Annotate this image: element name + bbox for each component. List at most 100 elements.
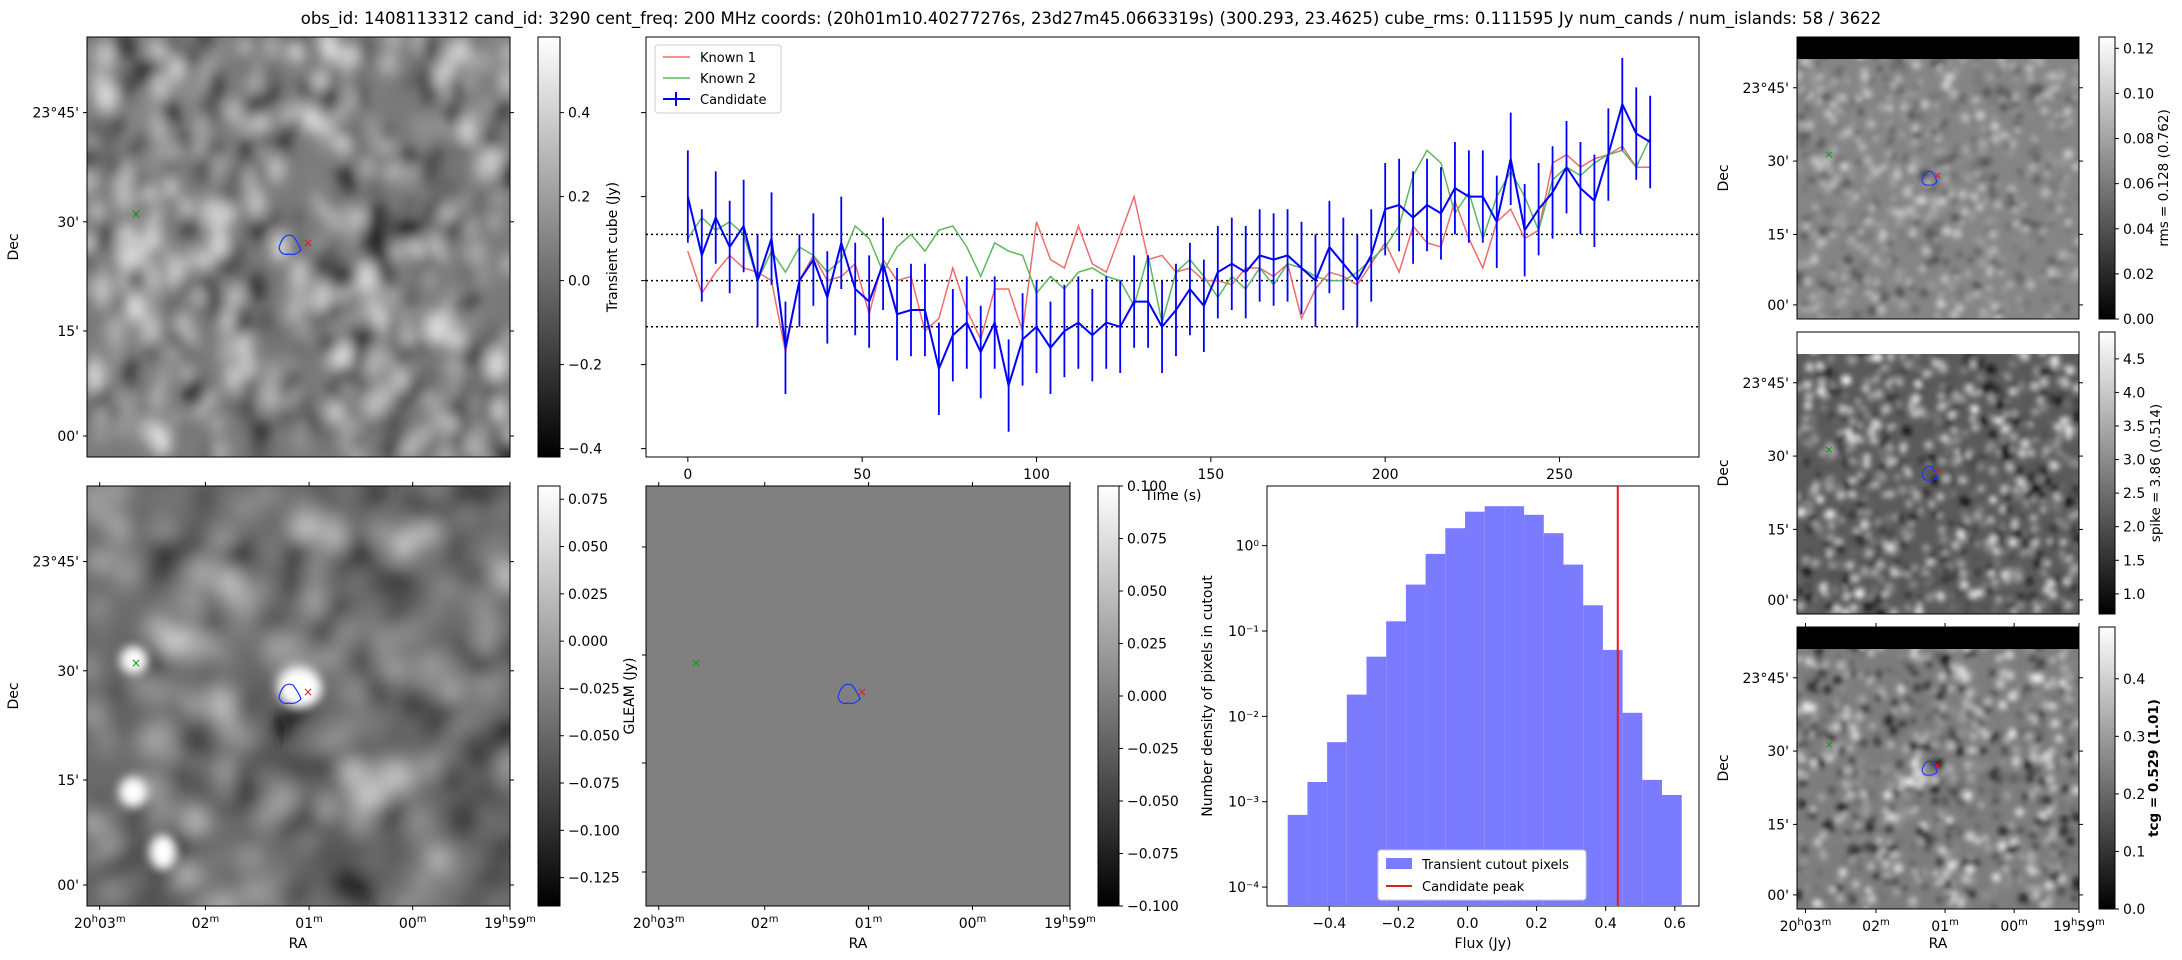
noise-blob <box>87 702 102 725</box>
noise-blob <box>2018 714 2027 724</box>
noise-blob <box>1935 149 1941 155</box>
noise-blob <box>2072 895 2078 901</box>
noise-blob <box>1848 811 1854 818</box>
noise-blob <box>1884 844 1890 850</box>
noise-blob <box>1844 106 1850 112</box>
noise-blob <box>251 783 273 807</box>
noise-blob <box>2047 367 2055 375</box>
noise-blob <box>1860 520 1870 530</box>
noise-blob <box>1991 115 1997 121</box>
ra-tick-label: 00m <box>2000 917 2028 935</box>
noise-blob <box>1868 777 1873 782</box>
noise-blob <box>1901 67 1909 75</box>
noise-blob <box>1797 735 1802 743</box>
known-source-marker: × <box>131 207 141 221</box>
noise-blob <box>2068 272 2078 282</box>
noise-blob <box>1930 202 1940 211</box>
noise-blob <box>319 37 330 49</box>
noise-blob <box>200 88 220 122</box>
noise-blob <box>1953 673 1960 680</box>
noise-blob <box>1903 667 1908 673</box>
histogram-bar <box>1405 584 1426 906</box>
noise-blob <box>1816 100 1822 105</box>
noise-blob <box>1918 513 1924 518</box>
noise-blob <box>1934 758 1945 769</box>
noise-blob <box>2026 172 2032 178</box>
noise-blob <box>1803 458 1809 465</box>
noise-blob <box>1835 386 1843 394</box>
noise-blob <box>1997 431 2005 439</box>
colorbar-tick-label: 3.5 <box>2123 419 2145 435</box>
noise-blob <box>1803 381 1812 390</box>
ra-tick-label: 19h59m <box>484 914 536 932</box>
noise-blob <box>1899 539 1908 548</box>
noise-blob <box>1830 838 1836 844</box>
noise-blob <box>2025 74 2035 84</box>
noise-blob <box>225 98 241 125</box>
ra-axis-label: RA <box>289 936 308 952</box>
noise-blob <box>1982 835 1989 841</box>
noise-blob <box>2012 118 2022 129</box>
noise-blob <box>1988 397 1996 405</box>
noise-blob <box>1931 371 1937 376</box>
noise-blob <box>191 897 207 906</box>
noise-blob <box>1906 205 1916 215</box>
noise-blob <box>1984 843 1993 853</box>
noise-blob <box>375 308 388 330</box>
noise-blob <box>2053 306 2059 312</box>
noise-blob <box>1939 71 1944 76</box>
noise-blob <box>1816 654 1823 661</box>
noise-blob <box>2051 850 2057 856</box>
noise-blob <box>89 647 102 661</box>
noise-blob <box>1921 883 1929 890</box>
noise-blob <box>1939 721 1945 727</box>
noise-blob <box>198 377 212 401</box>
noise-blob <box>133 195 146 216</box>
noise-blob <box>329 719 355 748</box>
noise-blob <box>1899 692 1906 699</box>
noise-blob <box>2008 432 2017 441</box>
noise-blob <box>304 277 320 304</box>
noise-blob <box>2027 449 2036 457</box>
noise-blob <box>1924 150 1934 160</box>
noise-blob <box>1907 506 1916 515</box>
noise-blob <box>1833 722 1840 729</box>
noise-blob <box>2020 858 2026 865</box>
noise-blob <box>2031 690 2042 700</box>
noise-blob <box>1797 376 1804 384</box>
noise-blob <box>322 624 335 639</box>
noise-blob <box>197 486 223 508</box>
noise-blob <box>2020 803 2025 808</box>
noise-blob <box>1878 577 1884 583</box>
noise-blob <box>174 143 184 159</box>
noise-blob <box>1923 845 1931 853</box>
noise-blob <box>1835 490 1846 501</box>
dec-tick-label: 23°45' <box>33 555 79 571</box>
noise-blob <box>2013 529 2023 540</box>
noise-blob <box>1935 718 1940 723</box>
noise-blob <box>1990 904 1998 909</box>
noise-blob <box>1855 159 1862 166</box>
noise-blob <box>286 538 313 567</box>
noise-blob <box>1902 187 1910 195</box>
noise-blob <box>162 97 180 128</box>
noise-blob <box>1876 837 1883 843</box>
noise-blob <box>488 794 507 815</box>
noise-blob <box>2009 446 2017 453</box>
noise-blob <box>87 145 96 172</box>
noise-blob <box>2008 773 2018 784</box>
noise-blob <box>235 50 255 85</box>
noise-blob <box>1997 538 2004 544</box>
noise-blob <box>1980 308 1987 314</box>
noise-blob <box>1832 219 1839 225</box>
noise-blob <box>1988 769 1998 780</box>
noise-blob <box>2049 94 2055 101</box>
noise-blob <box>262 110 280 141</box>
noise-blob <box>2065 603 2071 609</box>
source-contour <box>278 234 302 256</box>
noise-blob <box>1823 685 1832 694</box>
noise-blob <box>1813 107 1821 115</box>
noise-blob <box>2050 827 2058 835</box>
noise-blob <box>209 227 229 260</box>
noise-blob <box>1956 456 1962 462</box>
